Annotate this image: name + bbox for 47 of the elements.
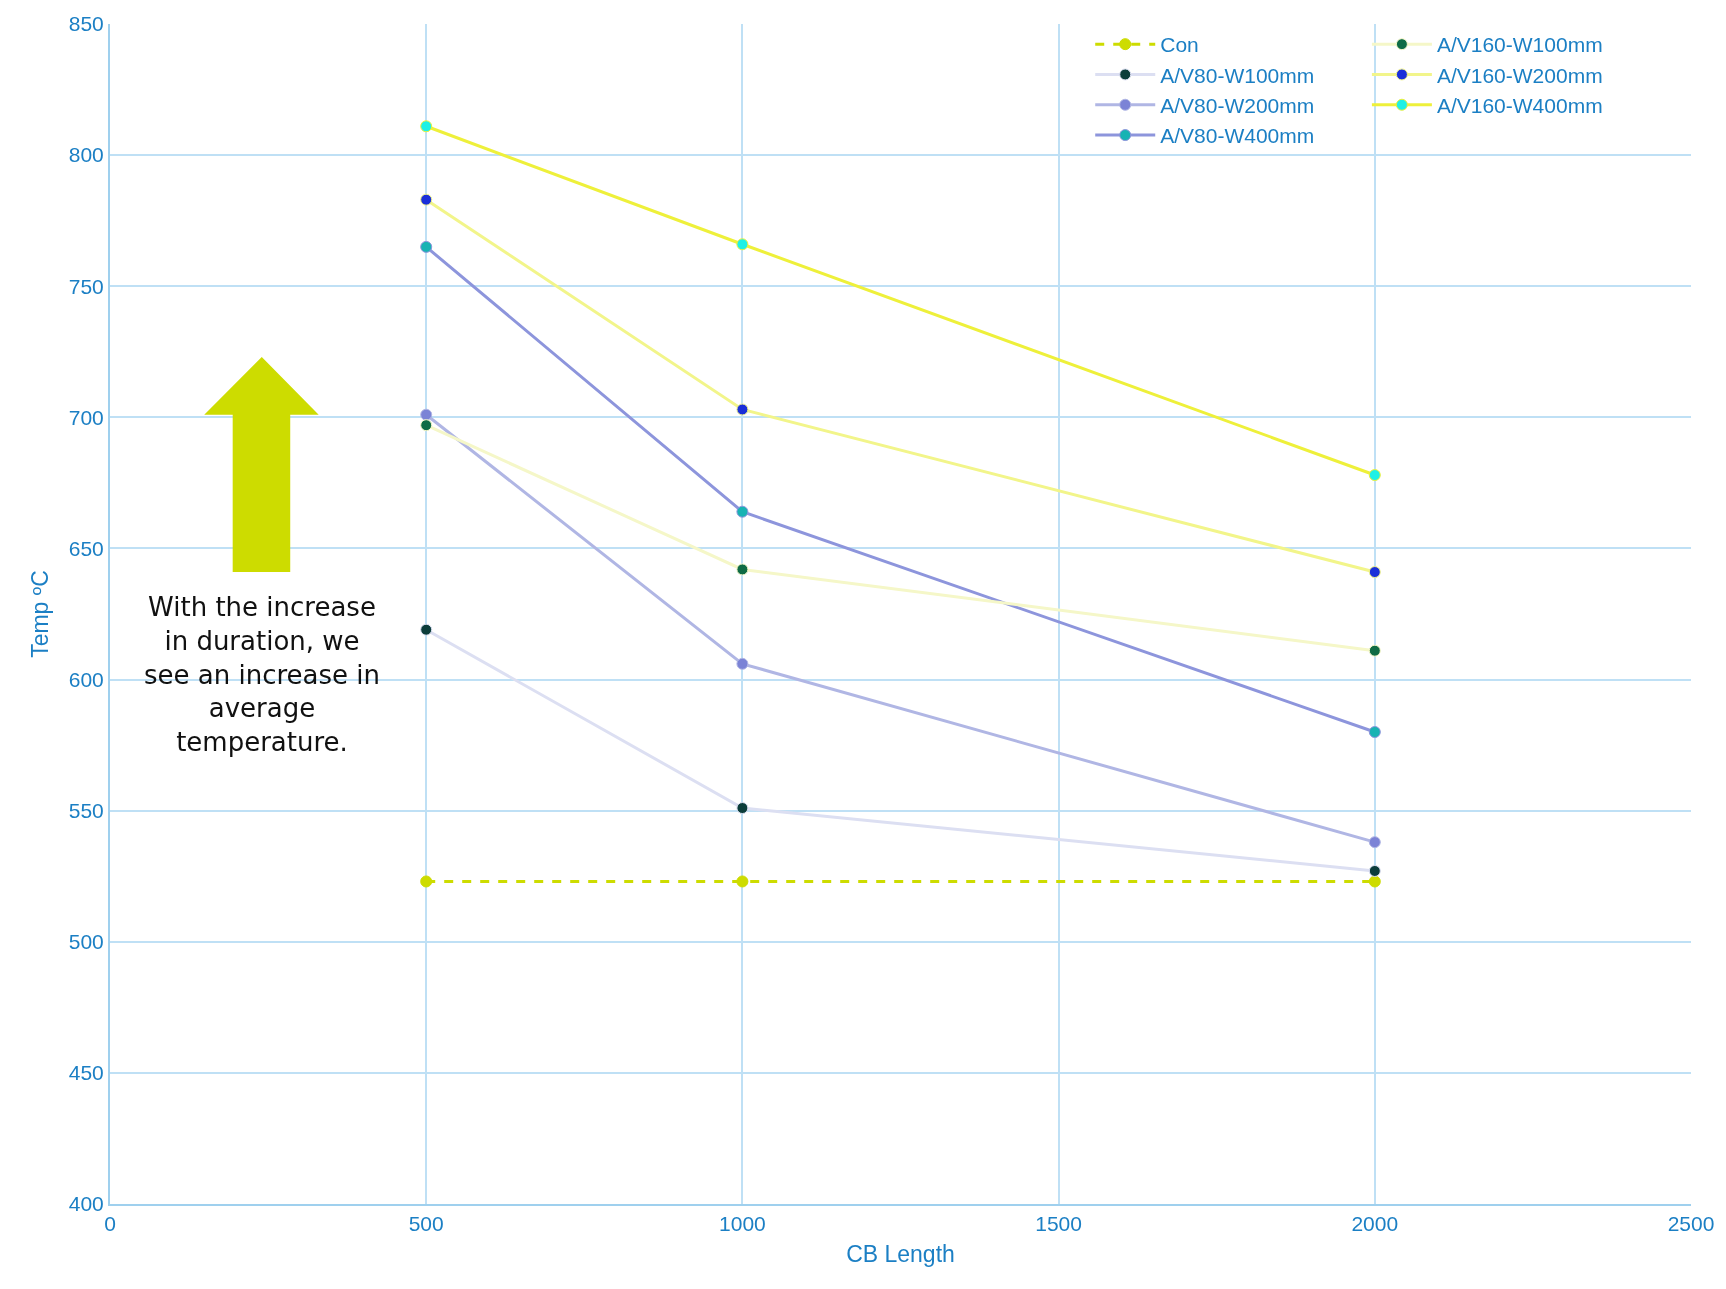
point [1368, 726, 1381, 738]
annotation: With the increase in duration, we see an increase in average temperature. [144, 592, 381, 758]
point [1368, 469, 1381, 482]
point [420, 193, 433, 206]
y-tick-label: 450 [68, 1061, 104, 1085]
point [1368, 864, 1381, 877]
point [1368, 566, 1381, 579]
legend-label: Con [1160, 33, 1199, 57]
point [736, 563, 749, 576]
legend-label: A/V80-W100mm [1160, 63, 1315, 87]
x-axis-title: CB Length [846, 1241, 955, 1268]
y-tick-label: 850 [68, 12, 104, 36]
y-axis-title: Temp ºC [26, 570, 53, 658]
point [736, 875, 749, 888]
legend-label: A/V80-W400mm [1160, 124, 1315, 148]
point [736, 802, 749, 815]
y-tick-label: 700 [68, 405, 104, 429]
point [736, 403, 749, 416]
point [420, 408, 433, 421]
x-tick-label: 500 [408, 1212, 444, 1236]
point [420, 240, 433, 253]
y-tick-label: 600 [68, 667, 104, 691]
point [736, 657, 749, 670]
point [1368, 836, 1381, 849]
point [420, 875, 433, 888]
x-tick-label: 1500 [1035, 1212, 1082, 1236]
y-tick-label: 550 [68, 799, 104, 823]
y-tick-label: 800 [68, 143, 104, 167]
x-tick-label: 2000 [1351, 1212, 1399, 1236]
point [420, 419, 433, 432]
y-tick-label: 400 [68, 1192, 104, 1216]
point [420, 623, 433, 636]
y-tick-label: 500 [68, 930, 104, 954]
x-tick-label: 2500 [1667, 1212, 1715, 1236]
point [1368, 644, 1381, 657]
y-tick-label: 650 [68, 536, 104, 560]
y-tick-label: 750 [68, 274, 104, 298]
x-tick-label: 0 [104, 1212, 116, 1236]
legend-label: A/V160-W200mm [1436, 63, 1603, 87]
x-tick-label: 1000 [719, 1212, 766, 1236]
legend-label: A/V160-W400mm [1436, 93, 1603, 117]
point [420, 120, 433, 133]
legend-label: A/V80-W200mm [1160, 93, 1315, 117]
point [1368, 875, 1381, 888]
point [736, 238, 749, 251]
point [736, 505, 749, 518]
legend-label: A/V160-W100mm [1436, 33, 1603, 57]
